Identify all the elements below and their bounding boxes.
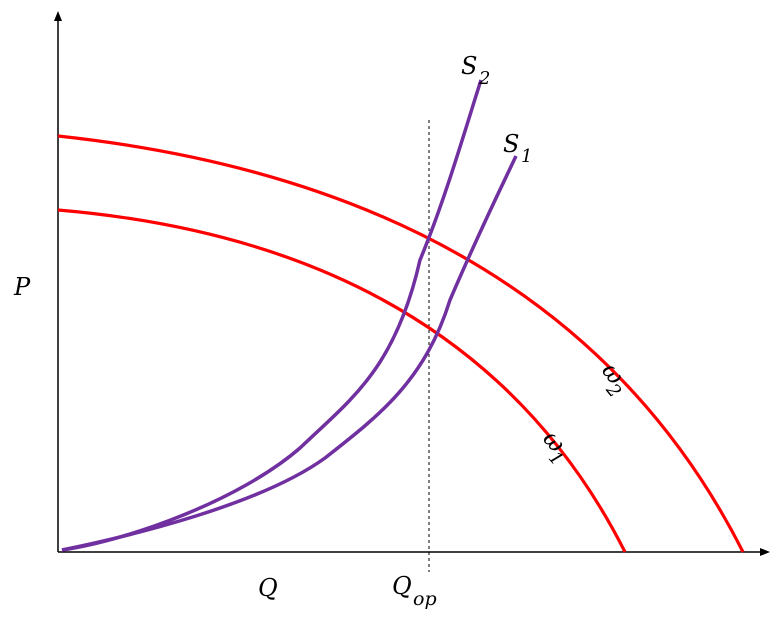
label-s-1: S 1 <box>503 130 532 167</box>
svg-text:S: S <box>461 52 477 80</box>
system-curve-s-1 <box>61 155 518 552</box>
label-omega-2: ω 2 <box>596 357 630 402</box>
x-axis-label: Q <box>258 574 278 602</box>
y-axis-label: P <box>13 273 31 301</box>
svg-text:S: S <box>503 130 519 158</box>
pump-curve-omega-2 <box>57 134 745 553</box>
svg-text:Q: Q <box>392 572 412 600</box>
operating-point-label: Q op <box>392 572 437 610</box>
svg-text:1: 1 <box>521 146 532 167</box>
label-s-2: S 2 <box>461 52 490 89</box>
pump-curve-omega-1 <box>57 208 627 553</box>
svg-text:op: op <box>413 588 437 610</box>
system-curve-s-2 <box>61 79 483 552</box>
svg-text:2: 2 <box>478 68 490 89</box>
